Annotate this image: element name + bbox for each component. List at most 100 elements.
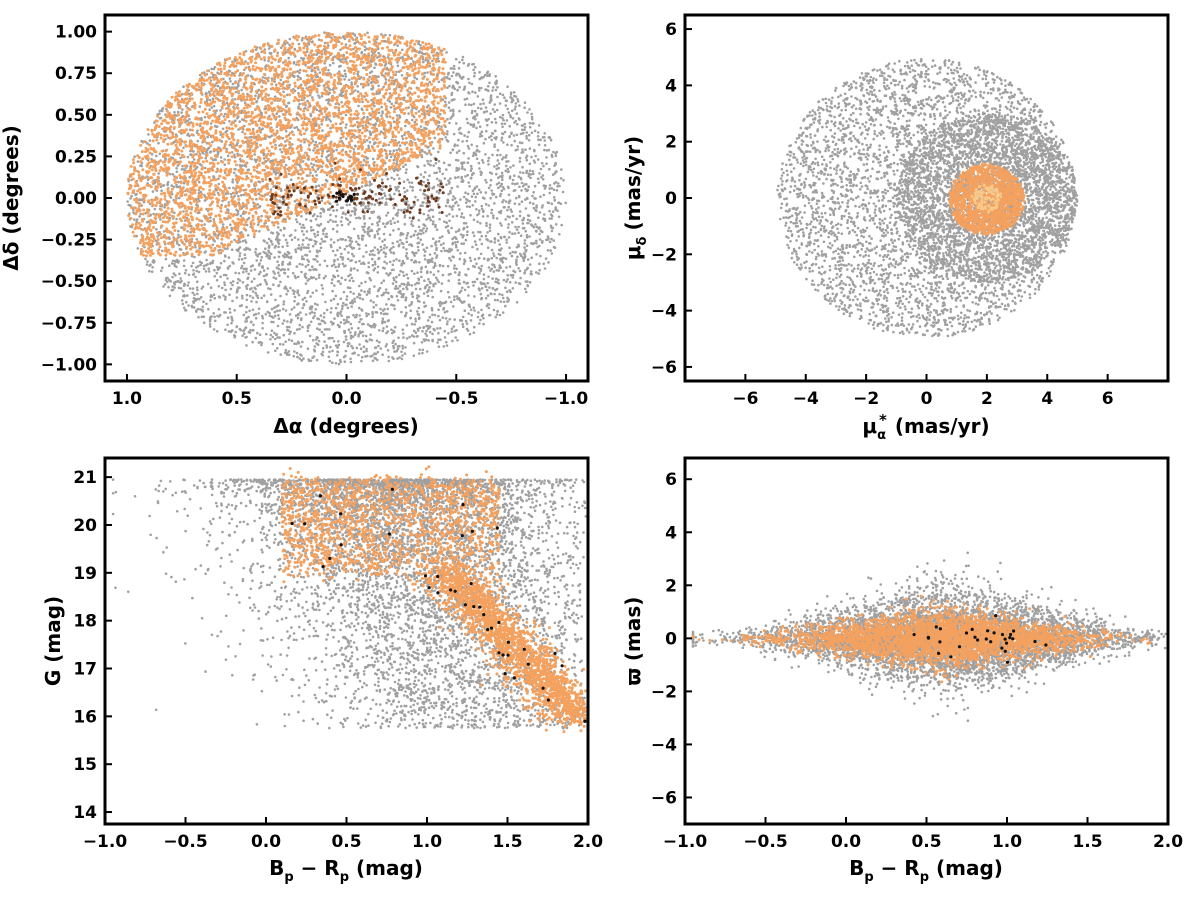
data-point [183, 182, 186, 185]
data-point [318, 274, 321, 277]
data-point [331, 337, 334, 340]
data-point [393, 222, 396, 225]
data-point [316, 224, 319, 227]
data-point [523, 129, 526, 132]
data-point [177, 234, 180, 237]
data-point [470, 124, 473, 127]
data-point [283, 300, 286, 303]
data-point [243, 332, 246, 335]
data-point [456, 241, 459, 244]
data-point [398, 274, 401, 277]
data-point [315, 241, 318, 244]
data-point [539, 211, 542, 214]
data-point [388, 360, 391, 363]
data-point [291, 308, 294, 311]
data-point [296, 356, 299, 359]
data-point [222, 223, 225, 226]
data-point [278, 264, 281, 267]
data-point [136, 218, 139, 221]
data-point [240, 89, 243, 92]
data-point [232, 187, 235, 190]
data-point [508, 236, 511, 239]
data-point [310, 321, 313, 324]
data-point [482, 323, 485, 326]
data-point [231, 300, 234, 303]
data-point [231, 284, 234, 287]
data-point [495, 121, 498, 124]
data-point [466, 230, 469, 233]
data-point [392, 264, 395, 267]
data-point [311, 311, 314, 314]
data-point [242, 271, 245, 274]
data-point [482, 314, 485, 317]
data-point [451, 255, 454, 258]
data-point [429, 331, 432, 334]
data-point [368, 288, 371, 291]
data-point [242, 330, 245, 333]
data-point [432, 147, 435, 150]
data-point [493, 145, 496, 148]
data-point [312, 292, 315, 295]
data-point [448, 85, 451, 88]
data-point [254, 95, 257, 98]
data-point [274, 315, 277, 318]
data-point [502, 94, 505, 97]
data-point [344, 355, 347, 358]
data-point [166, 184, 169, 187]
data-point [279, 148, 282, 151]
data-point [321, 331, 324, 334]
data-point [158, 112, 161, 115]
data-point [411, 284, 414, 287]
data-point [342, 35, 345, 38]
data-point [490, 139, 493, 142]
data-point [240, 194, 243, 197]
data-point [419, 189, 422, 192]
data-point [137, 160, 140, 163]
data-point [299, 165, 302, 168]
data-point [491, 121, 494, 124]
data-point [463, 87, 466, 90]
data-point [437, 203, 440, 206]
data-point [303, 246, 306, 249]
data-point [279, 353, 282, 356]
data-point [429, 81, 432, 84]
data-point [534, 155, 537, 158]
data-point [396, 214, 399, 217]
data-point [315, 76, 318, 79]
data-point [188, 176, 191, 179]
data-point [520, 189, 523, 192]
data-point [513, 190, 516, 193]
data-point [176, 242, 179, 245]
data-point [556, 189, 559, 192]
data-point [255, 248, 258, 251]
data-point [498, 269, 501, 272]
data-point [251, 341, 254, 344]
data-point [544, 185, 547, 188]
data-point [196, 280, 199, 283]
data-point [448, 273, 451, 276]
data-point [494, 130, 497, 133]
data-point [263, 152, 266, 155]
data-point [353, 42, 356, 45]
data-point [487, 246, 490, 249]
data-point [254, 292, 257, 295]
data-point [365, 244, 368, 247]
data-point [482, 161, 485, 164]
data-point [498, 293, 501, 296]
data-point [468, 304, 471, 307]
data-point [351, 210, 354, 213]
data-point [453, 236, 456, 239]
data-point [342, 256, 345, 259]
data-point [418, 261, 421, 264]
data-point [319, 242, 322, 245]
data-point [537, 158, 540, 161]
data-point [325, 344, 328, 347]
data-point [420, 271, 423, 274]
data-point [383, 247, 386, 250]
data-point [373, 105, 376, 108]
data-point [281, 268, 284, 271]
data-point [373, 67, 376, 70]
data-point [226, 324, 229, 327]
data-point [504, 305, 507, 308]
data-point [208, 270, 211, 273]
